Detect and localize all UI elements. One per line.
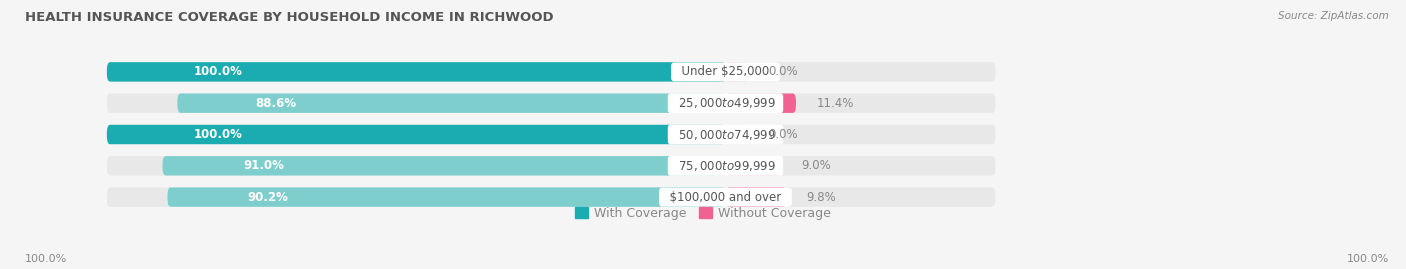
Text: $100,000 and over: $100,000 and over bbox=[662, 191, 789, 204]
Text: 9.0%: 9.0% bbox=[801, 159, 831, 172]
FancyBboxPatch shape bbox=[107, 156, 995, 175]
FancyBboxPatch shape bbox=[107, 62, 995, 82]
FancyBboxPatch shape bbox=[107, 125, 725, 144]
Text: 100.0%: 100.0% bbox=[194, 128, 243, 141]
FancyBboxPatch shape bbox=[177, 94, 725, 113]
FancyBboxPatch shape bbox=[107, 125, 995, 144]
Text: 11.4%: 11.4% bbox=[817, 97, 853, 110]
Text: 9.8%: 9.8% bbox=[807, 191, 837, 204]
Text: Source: ZipAtlas.com: Source: ZipAtlas.com bbox=[1278, 11, 1389, 21]
Text: 90.2%: 90.2% bbox=[247, 191, 288, 204]
FancyBboxPatch shape bbox=[725, 62, 748, 82]
FancyBboxPatch shape bbox=[167, 187, 725, 207]
Text: 88.6%: 88.6% bbox=[256, 97, 297, 110]
FancyBboxPatch shape bbox=[725, 125, 748, 144]
Text: 91.0%: 91.0% bbox=[243, 159, 284, 172]
Text: 0.0%: 0.0% bbox=[768, 65, 797, 78]
Text: 100.0%: 100.0% bbox=[25, 254, 67, 264]
FancyBboxPatch shape bbox=[725, 94, 796, 113]
Text: $75,000 to $99,999: $75,000 to $99,999 bbox=[671, 159, 780, 173]
Text: HEALTH INSURANCE COVERAGE BY HOUSEHOLD INCOME IN RICHWOOD: HEALTH INSURANCE COVERAGE BY HOUSEHOLD I… bbox=[25, 11, 554, 24]
Text: Under $25,000: Under $25,000 bbox=[673, 65, 778, 78]
Text: $25,000 to $49,999: $25,000 to $49,999 bbox=[671, 96, 780, 110]
FancyBboxPatch shape bbox=[725, 187, 786, 207]
FancyBboxPatch shape bbox=[107, 187, 995, 207]
Text: $50,000 to $74,999: $50,000 to $74,999 bbox=[671, 128, 780, 141]
FancyBboxPatch shape bbox=[163, 156, 725, 175]
Text: 0.0%: 0.0% bbox=[768, 128, 797, 141]
Legend: With Coverage, Without Coverage: With Coverage, Without Coverage bbox=[571, 202, 835, 225]
FancyBboxPatch shape bbox=[107, 94, 995, 113]
FancyBboxPatch shape bbox=[725, 156, 782, 175]
Text: 100.0%: 100.0% bbox=[1347, 254, 1389, 264]
FancyBboxPatch shape bbox=[107, 62, 725, 82]
Text: 100.0%: 100.0% bbox=[194, 65, 243, 78]
